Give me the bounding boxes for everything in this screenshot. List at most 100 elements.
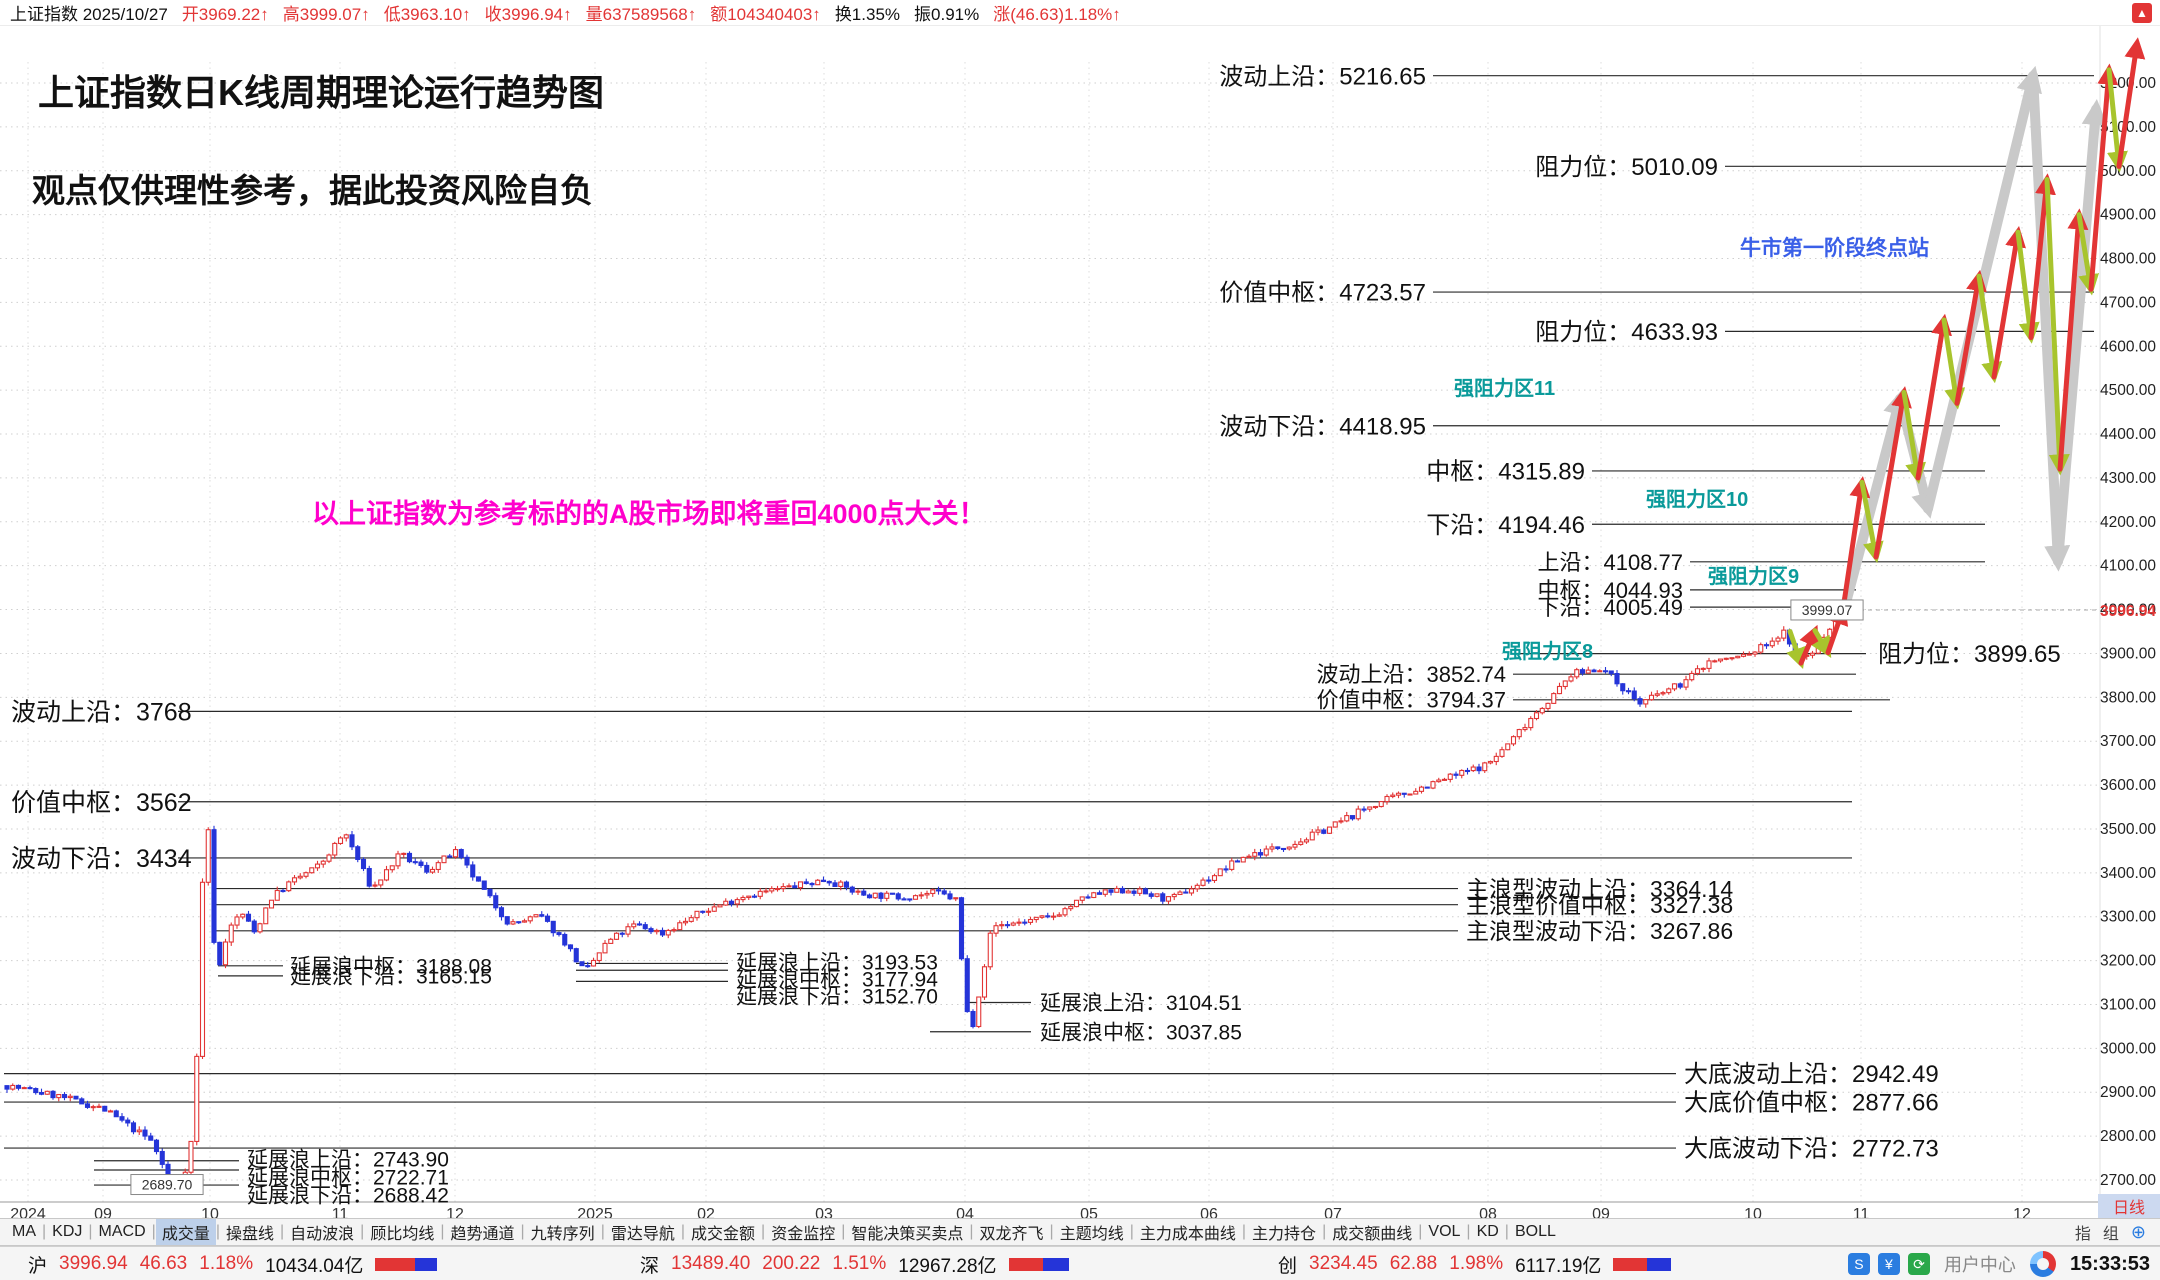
level-label: 延展浪上沿：3104.51 bbox=[1040, 992, 1242, 1015]
zone-label: 强阻力区9 bbox=[1708, 565, 1799, 588]
quote-field: 涨(46.63)1.18%↑ bbox=[993, 5, 1121, 24]
tab-主题均线[interactable]: 主题均线 bbox=[1059, 1226, 1124, 1243]
price-tick: 3900.00 bbox=[2100, 645, 2156, 662]
level-label: 波动上沿：5216.65 bbox=[1219, 63, 1426, 90]
level-label: 下沿：4194.46 bbox=[1426, 512, 1585, 539]
tab-KD[interactable]: KD bbox=[1476, 1223, 1499, 1240]
index-change: 62.88 bbox=[1389, 1253, 1438, 1274]
date-tick: 07 bbox=[1324, 1206, 1342, 1218]
tab-自动波浪[interactable]: 自动波浪 bbox=[290, 1226, 355, 1243]
quote-field: 收3996.94↑ bbox=[484, 5, 572, 24]
add-panel-icon[interactable]: ⊕ bbox=[2130, 1221, 2146, 1242]
quote-field: 低3963.10↑ bbox=[383, 5, 471, 24]
tab-KDJ[interactable]: KDJ bbox=[52, 1223, 83, 1240]
tab-VOL[interactable]: VOL bbox=[1428, 1223, 1461, 1240]
level-label: 波动上沿：3852.74 bbox=[1316, 662, 1506, 687]
index-name: 沪 bbox=[28, 1255, 48, 1277]
tab-资金监控[interactable]: 资金监控 bbox=[771, 1226, 836, 1243]
note-label: 牛市第一阶段终点站 bbox=[1740, 236, 1929, 260]
user-center-link[interactable]: 用户中心 bbox=[1943, 1255, 2016, 1275]
price-tick: 3100.00 bbox=[2100, 996, 2156, 1013]
price-tick: 4200.00 bbox=[2100, 514, 2156, 531]
tab-趋势通道[interactable]: 趋势通道 bbox=[450, 1226, 515, 1243]
candles bbox=[4, 619, 1839, 1188]
refresh-icon[interactable]: ⟳ bbox=[1907, 1253, 1930, 1275]
level-label: 延展浪中枢：3188.08 bbox=[290, 955, 492, 978]
price-tag: 2689.70 bbox=[142, 1177, 193, 1193]
chart-title: 上证指数日K线周期理论运行趋势图 bbox=[38, 72, 604, 113]
index-pct: 1.51% bbox=[832, 1253, 887, 1274]
quote-field: 振0.91% bbox=[914, 5, 980, 24]
tab-separator: | bbox=[1504, 1223, 1509, 1240]
tab-BOLL[interactable]: BOLL bbox=[1514, 1223, 1556, 1240]
date-tick: 05 bbox=[1080, 1206, 1098, 1218]
date-tick: 12 bbox=[446, 1206, 464, 1218]
tab-separator: | bbox=[761, 1223, 766, 1240]
level-label: 阻力位：5010.09 bbox=[1535, 154, 1718, 181]
tab-bar-right: 指组 ⊕ bbox=[2075, 1220, 2160, 1244]
updown-ratio-bar bbox=[1008, 1257, 1069, 1271]
tab-雷达导航[interactable]: 雷达导航 bbox=[610, 1226, 675, 1243]
date-tick: 06 bbox=[1200, 1206, 1218, 1218]
level-label: 上沿：4108.77 bbox=[1537, 550, 1683, 575]
tab-成交额曲线[interactable]: 成交额曲线 bbox=[1332, 1226, 1413, 1243]
level-label: 延展浪中枢：3037.85 bbox=[1040, 1021, 1242, 1044]
price-tick: 2900.00 bbox=[2100, 1084, 2156, 1101]
date-tick: 03 bbox=[815, 1206, 833, 1218]
tab-双龙齐飞[interactable]: 双龙齐飞 bbox=[979, 1226, 1044, 1243]
period-selector[interactable]: 日线 bbox=[2098, 1194, 2160, 1218]
app-logo-icon[interactable] bbox=[2029, 1251, 2056, 1277]
index-sz[interactable]: 深 13489.40 200.22 1.51% 12967.28亿 bbox=[640, 1247, 1069, 1280]
date-tick: 2024 bbox=[10, 1206, 46, 1218]
tab-separator: | bbox=[440, 1223, 445, 1240]
index-cyb[interactable]: 创 3234.45 62.88 1.98% 6117.19亿 bbox=[1278, 1247, 1672, 1280]
tab-separator: | bbox=[520, 1223, 525, 1240]
level-label: 主浪型价值中枢：3327.38 bbox=[1466, 892, 1733, 918]
panel-button-指[interactable]: 指 bbox=[2074, 1226, 2091, 1243]
index-sh[interactable]: 沪 3996.94 46.63 1.18% 10434.04亿 bbox=[28, 1247, 438, 1280]
alert-icon[interactable]: ▲ bbox=[2132, 3, 2152, 23]
tab-操盘线[interactable]: 操盘线 bbox=[225, 1226, 274, 1243]
tab-主力持仓[interactable]: 主力持仓 bbox=[1252, 1226, 1317, 1243]
tab-separator: | bbox=[151, 1223, 156, 1240]
panel-button-组[interactable]: 组 bbox=[2102, 1226, 2119, 1243]
tab-主力成本曲线[interactable]: 主力成本曲线 bbox=[1139, 1226, 1236, 1243]
level-label: 延展浪上沿：2743.90 bbox=[247, 1149, 449, 1172]
quote-field: 换1.35% bbox=[834, 5, 901, 24]
tab-MACD[interactable]: MACD bbox=[98, 1223, 146, 1240]
level-label: 延展浪下沿：3152.70 bbox=[736, 986, 938, 1009]
date-tick: 10 bbox=[201, 1206, 219, 1218]
level-label: 大底波动下沿：2772.73 bbox=[1684, 1136, 1939, 1163]
tab-separator: | bbox=[1129, 1223, 1134, 1240]
price-tick: 3300.00 bbox=[2100, 909, 2156, 926]
index-name: 创 bbox=[1278, 1255, 1298, 1277]
tab-成交量[interactable]: 成交量 bbox=[155, 1219, 216, 1245]
level-label: 波动上沿：3768 bbox=[11, 698, 192, 726]
quote-field: 高3999.07↑ bbox=[282, 5, 370, 24]
price-tick: 4000.00 bbox=[2100, 602, 2156, 619]
level-label: 下沿：4005.49 bbox=[1537, 595, 1683, 620]
service-icon[interactable]: S bbox=[1847, 1253, 1870, 1275]
kline-chart[interactable]: 2700.00 2800.00 2900.00 3000.00 3100.00 3200.… bbox=[0, 26, 2160, 1218]
index-pct: 1.18% bbox=[199, 1253, 254, 1274]
quote-field: 额104340403↑ bbox=[710, 5, 821, 24]
zone-label: 强阻力区11 bbox=[1454, 377, 1555, 400]
tab-智能决策买卖点[interactable]: 智能决策买卖点 bbox=[851, 1226, 964, 1243]
symbol-and-date[interactable]: 上证指数 2025/10/27 bbox=[10, 5, 168, 24]
level-label: 阻力位：3899.65 bbox=[1878, 641, 2061, 668]
tab-顾比均线[interactable]: 顾比均线 bbox=[370, 1226, 435, 1243]
price-tick: 2800.00 bbox=[2100, 1128, 2156, 1145]
tab-九转序列[interactable]: 九转序列 bbox=[530, 1226, 595, 1243]
wallet-icon[interactable]: ¥ bbox=[1877, 1253, 1900, 1275]
tab-separator: | bbox=[1322, 1223, 1327, 1240]
price-tick: 5100.00 bbox=[2100, 119, 2156, 136]
tab-MA[interactable]: MA bbox=[12, 1223, 36, 1240]
level-label: 中枢：4315.89 bbox=[1426, 459, 1585, 486]
level-label: 主浪型波动上沿：3364.14 bbox=[1466, 876, 1733, 902]
price-tick: 3000.00 bbox=[2100, 1040, 2156, 1057]
status-bar: S ¥ ⟳ 用户中心 15:33:53 沪 3996.94 46.63 1.18% 1043… bbox=[0, 1246, 2160, 1280]
level-label: 延展浪下沿：2688.42 bbox=[247, 1185, 449, 1208]
tab-成交金额[interactable]: 成交金额 bbox=[691, 1226, 756, 1243]
indicator-tab-bar: MA | KDJ | MACD | 成交量 | 操盘线 | 自动波浪 | 顾比均线 | 趋势通道 | 九转序列 |… bbox=[0, 1218, 2160, 1246]
date-tick: 04 bbox=[956, 1206, 974, 1218]
